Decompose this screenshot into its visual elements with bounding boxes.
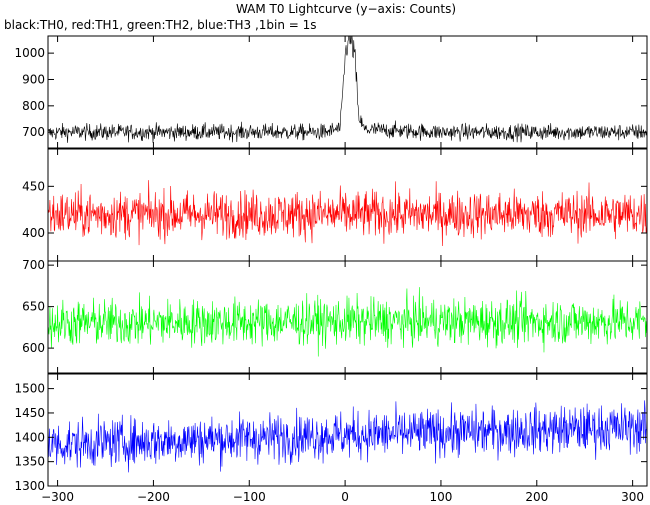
panels-layer: 700 800 900 1000 400 450 600 650 700 1300 1350 1400… <box>14 35 648 493</box>
series-line-th1 <box>48 180 647 246</box>
panel-frame <box>47 373 648 487</box>
y-tick-label: 800 <box>22 99 45 113</box>
y-tick-label: 1000 <box>14 46 45 60</box>
y-tick-label: 1450 <box>14 406 45 420</box>
x-tick-label: 0 <box>341 490 349 504</box>
y-tick-label: 700 <box>22 258 45 272</box>
panel-frame <box>47 260 648 374</box>
x-tick-label: −200 <box>137 490 170 504</box>
panel-th3: 1300 1350 1400 1450 1500 <box>14 373 648 493</box>
x-tick-label: −100 <box>233 490 266 504</box>
y-tick-label: 1350 <box>14 455 45 469</box>
series-line-th0 <box>48 36 647 143</box>
series-line-th2 <box>48 287 647 357</box>
y-tick-label: 1500 <box>14 382 45 396</box>
y-tick-label: 600 <box>22 341 45 355</box>
series-line-th3 <box>48 400 647 473</box>
y-tick-label: 900 <box>22 72 45 86</box>
x-tick-label: 200 <box>525 490 548 504</box>
y-tick-label: 1300 <box>14 479 45 493</box>
y-tick-label: 650 <box>22 300 45 314</box>
x-axis: −300 −200 −100 0 100 200 300 <box>41 490 644 504</box>
y-tick-label: 1400 <box>14 430 45 444</box>
y-tick-label: 450 <box>22 179 45 193</box>
y-tick-label: 700 <box>22 125 45 139</box>
x-tick-label: −300 <box>41 490 74 504</box>
x-tick-label: 100 <box>429 490 452 504</box>
x-tick-label: 300 <box>621 490 644 504</box>
panel-th1: 400 450 <box>22 148 648 262</box>
panel-frame <box>47 35 648 149</box>
panel-th2: 600 650 700 <box>22 258 648 374</box>
y-tick-label: 400 <box>22 226 45 240</box>
chart-title: WAM T0 Lightcurve (y−axis: Counts) <box>236 2 456 16</box>
chart-subtitle: black:TH0, red:TH1, green:TH2, blue:TH3 … <box>4 18 317 32</box>
panel-th0: 700 800 900 1000 <box>14 35 648 149</box>
